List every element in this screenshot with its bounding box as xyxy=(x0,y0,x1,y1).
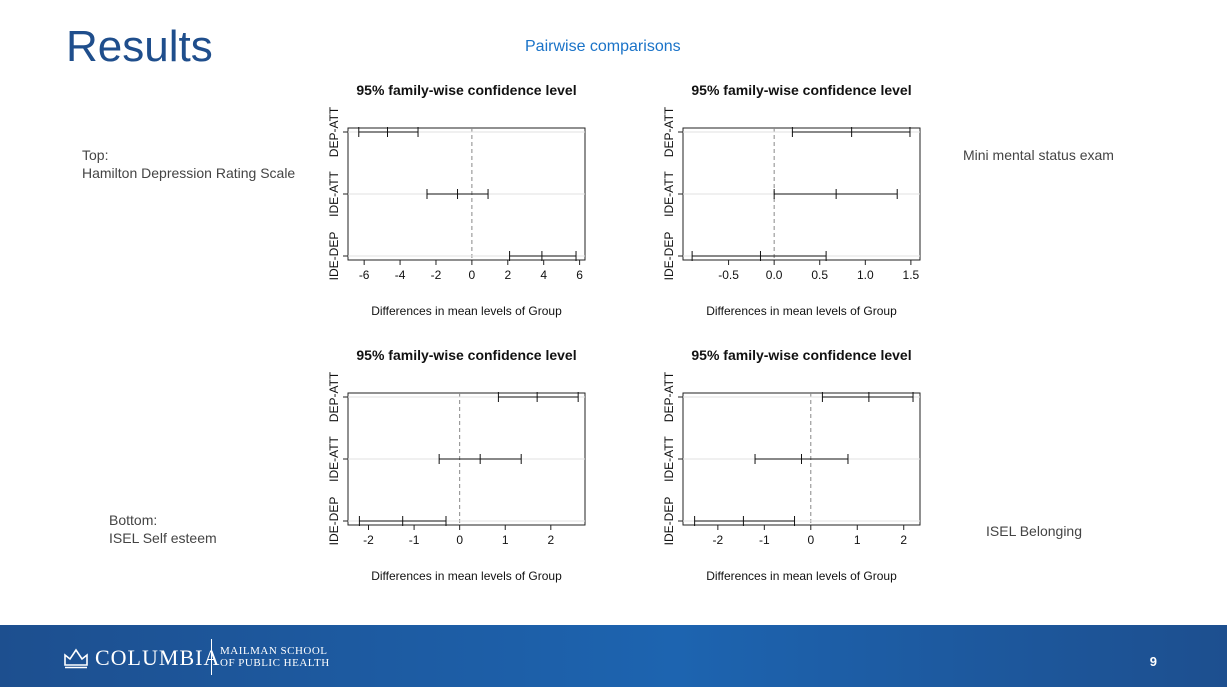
chart-svg: 95% family-wise confidence level DEP-ATT I… xyxy=(327,347,586,583)
columbia-logo: COLUMBIA xyxy=(63,645,220,671)
x-tick-label: 2 xyxy=(547,533,554,547)
x-axis-label: Differences in mean levels of Group xyxy=(706,304,897,318)
x-axis-label: Differences in mean levels of Group xyxy=(371,569,562,583)
y-tick-label: IDE-ATT xyxy=(327,435,341,481)
x-tick-label: 0 xyxy=(469,268,476,282)
note-top-left: Top: Hamilton Depression Rating Scale xyxy=(82,146,295,182)
x-tick-label: 0.5 xyxy=(811,268,828,282)
x-tick-label: 0 xyxy=(456,533,463,547)
x-tick-label: 1 xyxy=(502,533,509,547)
y-tick-label: IDE-ATT xyxy=(662,170,676,216)
x-tick-label: 4 xyxy=(540,268,547,282)
x-tick-label: 1.5 xyxy=(903,268,920,282)
chart-mmse: 95% family-wise confidence level DEP-ATT I… xyxy=(647,76,987,326)
x-tick-label: -2 xyxy=(363,533,374,547)
y-tick-label: IDE-DEP xyxy=(662,232,676,281)
slide-title: Results xyxy=(66,22,213,71)
note-bottom-left-scale: ISEL Self esteem xyxy=(109,530,217,546)
x-tick-label: -0.5 xyxy=(718,268,739,282)
x-axis-label: Differences in mean levels of Group xyxy=(706,569,897,583)
school-line-1: MAILMAN SCHOOL xyxy=(220,645,328,657)
chart-self-esteem: 95% family-wise confidence level DEP-ATT I… xyxy=(312,341,652,591)
note-bottom-right: ISEL Belonging xyxy=(986,523,1082,539)
x-axis-label: Differences in mean levels of Group xyxy=(371,304,562,318)
chart-hamilton: 95% family-wise confidence level DEP-ATT I… xyxy=(312,76,652,326)
chart-title: 95% family-wise confidence level xyxy=(691,82,911,98)
school-line-2: OF PUBLIC HEALTH xyxy=(220,657,330,669)
x-tick-label: -1 xyxy=(759,533,770,547)
x-tick-label: 2 xyxy=(504,268,511,282)
y-tick-label: IDE-ATT xyxy=(327,170,341,216)
y-tick-label: DEP-ATT xyxy=(662,371,676,422)
logo-text: COLUMBIA xyxy=(95,645,221,670)
note-top-right: Mini mental status exam xyxy=(963,147,1114,163)
y-tick-label: DEP-ATT xyxy=(327,371,341,422)
x-tick-label: 1 xyxy=(854,533,861,547)
x-tick-label: 0.0 xyxy=(766,268,783,282)
y-tick-label: IDE-DEP xyxy=(662,497,676,546)
page-number: 9 xyxy=(1149,654,1157,669)
chart-svg: 95% family-wise confidence level DEP-ATT I… xyxy=(327,82,586,318)
y-tick-label: IDE-DEP xyxy=(327,232,341,281)
chart-title: 95% family-wise confidence level xyxy=(691,347,911,363)
chart-svg: 95% family-wise confidence level DEP-ATT I… xyxy=(662,82,921,318)
chart-title: 95% family-wise confidence level xyxy=(356,82,576,98)
school-name: MAILMAN SCHOOL OF PUBLIC HEALTH xyxy=(220,645,330,669)
logo-divider xyxy=(211,639,212,675)
crown-icon xyxy=(64,648,88,669)
x-tick-label: -4 xyxy=(395,268,406,282)
x-tick-label: 2 xyxy=(900,533,907,547)
chart-svg: 95% family-wise confidence level DEP-ATT I… xyxy=(662,347,921,583)
chart-belonging: 95% family-wise confidence level DEP-ATT I… xyxy=(647,341,987,591)
note-bottom-left-heading: Bottom: xyxy=(109,512,158,528)
x-tick-label: -6 xyxy=(359,268,370,282)
note-top-left-scale: Hamilton Depression Rating Scale xyxy=(82,165,296,181)
x-tick-label: -1 xyxy=(409,533,420,547)
x-tick-label: -2 xyxy=(431,268,442,282)
y-tick-label: DEP-ATT xyxy=(327,106,341,157)
y-tick-label: IDE-ATT xyxy=(662,435,676,481)
footer-bar: COLUMBIA MAILMAN SCHOOL OF PUBLIC HEALTH… xyxy=(0,625,1227,687)
y-tick-label: DEP-ATT xyxy=(662,106,676,157)
x-tick-label: 1.0 xyxy=(857,268,874,282)
chart-title: 95% family-wise confidence level xyxy=(356,347,576,363)
x-tick-label: -2 xyxy=(713,533,724,547)
x-tick-label: 0 xyxy=(807,533,814,547)
note-bottom-left: Bottom: ISEL Self esteem xyxy=(109,511,217,547)
y-tick-label: IDE-DEP xyxy=(327,497,341,546)
x-tick-label: 6 xyxy=(576,268,583,282)
slide-subtitle: Pairwise comparisons xyxy=(525,38,681,55)
note-top-left-heading: Top: xyxy=(82,147,109,163)
